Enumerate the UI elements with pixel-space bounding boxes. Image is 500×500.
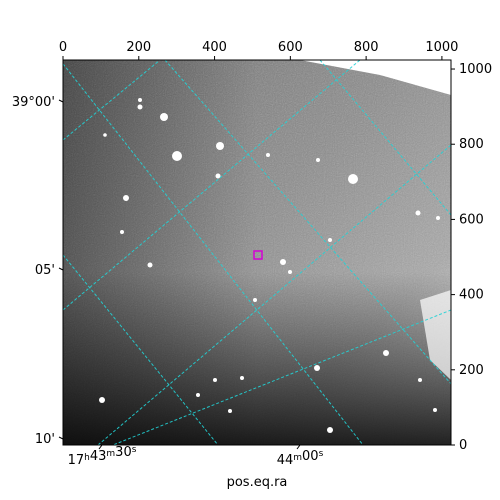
star	[213, 378, 217, 382]
star	[120, 230, 124, 234]
grid-line	[164, 60, 451, 385]
dec-axis: 39°00' 05' 10'	[12, 95, 64, 447]
star	[137, 104, 143, 110]
dec-tick-label: 39°00'	[12, 95, 55, 110]
star	[103, 133, 107, 137]
ra-axis: 17h43m30s 44m00s	[68, 444, 324, 468]
dec-tick	[58, 99, 64, 103]
right-tick-label: 600	[459, 212, 484, 227]
star	[266, 153, 270, 157]
ra-tick	[296, 444, 301, 450]
star	[316, 158, 320, 162]
star-field	[99, 98, 440, 433]
ra-tick-label: 17h43m30s	[68, 445, 137, 468]
star	[328, 238, 332, 242]
star	[433, 408, 437, 412]
star	[216, 142, 224, 150]
star	[147, 262, 153, 268]
dec-tick	[58, 436, 64, 440]
star	[415, 210, 421, 216]
coordinate-grid	[63, 60, 451, 445]
star	[99, 397, 105, 403]
star	[348, 174, 358, 184]
ra-tick	[98, 444, 103, 450]
top-tick-label: 400	[202, 40, 227, 55]
star	[327, 427, 333, 433]
grid-line	[63, 60, 161, 141]
star	[123, 195, 129, 201]
star	[314, 365, 320, 371]
top-tick-label: 0	[59, 40, 67, 55]
star	[253, 298, 257, 302]
star	[436, 216, 440, 220]
x-axis-title: pos.eq.ra	[227, 475, 288, 490]
star	[418, 378, 422, 382]
top-tick-label: 800	[354, 40, 379, 55]
star	[228, 409, 232, 413]
grid-line	[63, 63, 364, 445]
right-tick-label: 400	[459, 288, 484, 303]
star	[280, 259, 286, 265]
dec-tick	[58, 267, 64, 271]
ra-tick-label: 44m00s	[277, 449, 324, 468]
star	[160, 113, 168, 121]
star	[383, 350, 389, 356]
right-tick-label: 0	[459, 438, 467, 453]
star	[288, 270, 292, 274]
right-tick-label: 200	[459, 363, 484, 378]
grid-line	[97, 144, 451, 445]
dec-tick-label: 10'	[35, 432, 55, 447]
plot-frame	[62, 59, 452, 446]
top-tick-label: 200	[126, 40, 151, 55]
star	[240, 376, 244, 380]
right-pixel-axis: 0 200 400 600 800 1000	[451, 62, 492, 453]
right-tick-label: 800	[459, 137, 484, 152]
top-pixel-axis: 0 200 400 600 800 1000	[59, 40, 458, 60]
star	[215, 173, 221, 179]
sky-image	[63, 60, 451, 445]
star	[196, 393, 200, 397]
star	[172, 151, 182, 161]
top-tick-label: 1000	[425, 40, 458, 55]
top-tick-label: 600	[278, 40, 303, 55]
right-tick-label: 1000	[459, 62, 492, 77]
dec-tick-label: 05'	[35, 263, 55, 278]
target-marker	[253, 250, 263, 260]
grid-line	[63, 254, 219, 445]
grid-line	[319, 60, 451, 216]
star	[138, 98, 142, 102]
